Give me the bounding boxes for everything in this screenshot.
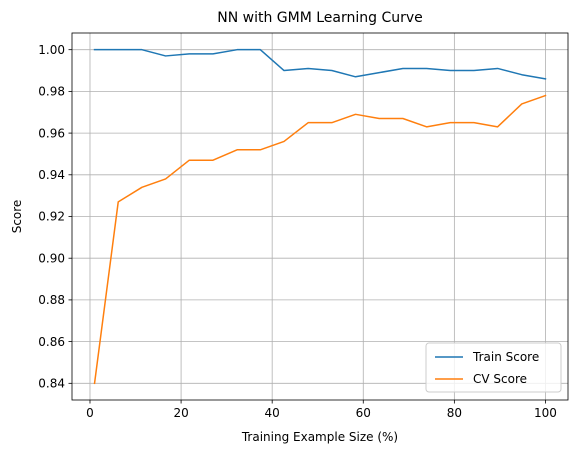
x-axis-ticks: 0 20 40 60 80 100 bbox=[86, 400, 557, 420]
x-tick-label: 100 bbox=[534, 406, 557, 420]
x-tick-label: 20 bbox=[173, 406, 188, 420]
y-tick-label: 1.00 bbox=[38, 43, 65, 57]
series-line-cv-score bbox=[93, 94, 547, 385]
legend-label-train-score: Train Score bbox=[472, 350, 539, 364]
y-axis-ticks: 0.84 0.86 0.88 0.90 0.92 0.94 0.96 0.98 1.00 bbox=[38, 43, 72, 391]
y-tick-label: 0.92 bbox=[38, 210, 65, 224]
x-tick-label: 0 bbox=[86, 406, 94, 420]
series-lines bbox=[93, 48, 547, 385]
legend: Train Score CV Score bbox=[425, 342, 562, 393]
y-tick-label: 0.98 bbox=[38, 85, 65, 99]
y-tick-label: 0.94 bbox=[38, 168, 65, 182]
y-tick-label: 0.96 bbox=[38, 126, 65, 140]
x-tick-label: 40 bbox=[265, 406, 280, 420]
y-tick-label: 0.88 bbox=[38, 293, 65, 307]
y-tick-label: 0.90 bbox=[38, 251, 65, 265]
chart-title: NN with GMM Learning Curve bbox=[217, 10, 423, 26]
x-tick-label: 80 bbox=[447, 406, 462, 420]
legend-label-cv-score: CV Score bbox=[473, 372, 527, 386]
y-tick-label: 0.84 bbox=[38, 377, 65, 391]
x-tick-label: 60 bbox=[356, 406, 371, 420]
y-tick-label: 0.86 bbox=[38, 335, 65, 349]
x-axis-label: Training Example Size (%) bbox=[241, 430, 398, 444]
y-axis-label: Score bbox=[10, 200, 24, 234]
series-line-train-score bbox=[93, 48, 547, 80]
